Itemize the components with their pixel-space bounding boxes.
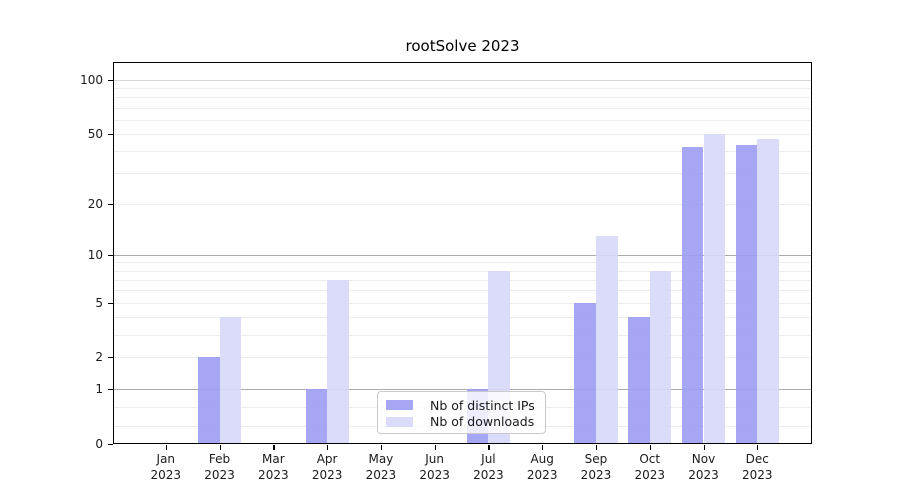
x-tick-label: Jul 2023 — [473, 452, 504, 482]
legend-label-distinct-ips: Nb of distinct IPs — [430, 397, 535, 413]
legend-row-downloads: Nb of downloads — [386, 414, 537, 431]
minor-gridline — [113, 97, 812, 99]
y-tick-label: 10 — [87, 247, 103, 262]
minor-gridline — [113, 270, 812, 272]
y-tick-label: 0 — [95, 437, 103, 451]
x-tick-label: Nov 2023 — [688, 452, 719, 482]
x-tick-label: May 2023 — [365, 452, 397, 482]
y-tick-mark — [108, 444, 113, 446]
minor-gridline — [113, 357, 812, 359]
y-tick-mark — [108, 133, 113, 135]
x-tick-mark — [649, 445, 651, 450]
bar-nb-of-distinct-ips-nov — [681, 147, 704, 444]
bar-nb-of-downloads-sep — [595, 235, 618, 444]
minor-gridline — [113, 173, 812, 175]
chart-title: rootSolve 2023 — [405, 37, 520, 55]
legend-label-downloads: Nb of downloads — [430, 414, 535, 430]
minor-gridline — [113, 133, 812, 135]
bar-nb-of-downloads-oct — [649, 270, 672, 444]
x-tick-label: Dec 2023 — [741, 452, 773, 482]
bar-nb-of-downloads-dec — [757, 138, 779, 444]
x-tick-mark — [165, 445, 167, 450]
x-tick-label: Jun 2023 — [419, 452, 450, 482]
y-tick-label: 50 — [87, 126, 103, 141]
x-tick-label: Oct 2023 — [634, 452, 665, 482]
x-tick-label: Feb 2023 — [204, 452, 235, 482]
x-tick-label: Aug 2023 — [526, 452, 558, 482]
minor-gridline — [113, 334, 812, 336]
minor-gridline — [113, 302, 812, 304]
y-tick-mark — [108, 203, 113, 205]
major-gridline — [113, 254, 812, 256]
y-tick-label: 1 — [95, 382, 103, 397]
bar-nb-of-distinct-ips-feb — [197, 357, 220, 444]
x-tick-mark — [488, 445, 490, 450]
major-gridline — [113, 389, 812, 391]
y-tick-mark — [108, 79, 113, 81]
bar-nb-of-distinct-ips-sep — [574, 302, 596, 444]
x-tick-mark — [434, 445, 436, 450]
legend-swatch-distinct-ips — [386, 400, 413, 411]
x-tick-mark — [219, 445, 221, 450]
bar-nb-of-distinct-ips-apr — [305, 389, 328, 444]
x-tick-mark — [703, 445, 705, 450]
minor-gridline — [113, 316, 812, 318]
minor-gridline — [113, 203, 812, 205]
x-tick-mark — [380, 445, 383, 450]
bar-nb-of-distinct-ips-oct — [628, 316, 650, 444]
y-tick-label: 100 — [80, 72, 103, 87]
bar-nb-of-downloads-feb — [219, 316, 242, 444]
legend-swatch-downloads — [386, 416, 413, 427]
x-tick-mark — [327, 445, 329, 450]
x-tick-label: Mar 2023 — [258, 452, 289, 482]
x-tick-mark — [273, 445, 275, 450]
bar-nb-of-downloads-nov — [703, 133, 726, 444]
y-tick-label: 20 — [87, 196, 103, 211]
legend-row-distinct-ips: Nb of distinct IPs — [386, 397, 537, 414]
mid-gridline — [113, 79, 812, 81]
minor-gridline — [113, 279, 812, 281]
x-tick-label: Apr 2023 — [311, 452, 343, 482]
minor-gridline — [113, 88, 812, 90]
minor-gridline — [113, 262, 812, 264]
minor-gridline — [113, 119, 812, 121]
bar-nb-of-downloads-apr — [327, 279, 349, 444]
minor-gridline — [113, 290, 812, 292]
x-tick-label: Jan 2023 — [150, 452, 182, 482]
y-tick-mark — [108, 302, 113, 304]
minor-gridline — [113, 150, 812, 152]
minor-gridline — [113, 107, 812, 109]
y-tick-label: 5 — [95, 295, 103, 310]
y-tick-mark — [108, 389, 113, 391]
legend: Nb of distinct IPs Nb of downloads — [377, 391, 546, 434]
x-tick-mark — [595, 445, 598, 450]
y-tick-mark — [108, 254, 113, 256]
y-tick-mark — [108, 357, 113, 359]
x-tick-label: Sep 2023 — [580, 452, 612, 482]
bar-nb-of-distinct-ips-dec — [735, 145, 758, 444]
y-tick-label: 2 — [95, 350, 103, 365]
x-tick-mark — [757, 445, 759, 450]
x-tick-mark — [542, 445, 544, 450]
